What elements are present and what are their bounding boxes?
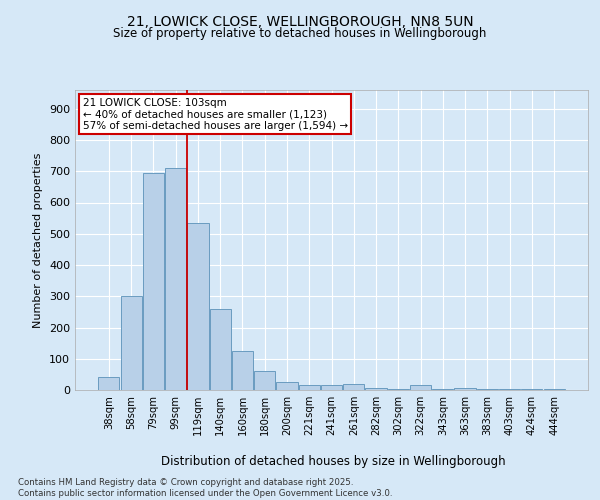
Text: Size of property relative to detached houses in Wellingborough: Size of property relative to detached ho… xyxy=(113,28,487,40)
Bar xyxy=(254,371,275,390)
Text: 21 LOWICK CLOSE: 103sqm
← 40% of detached houses are smaller (1,123)
57% of semi: 21 LOWICK CLOSE: 103sqm ← 40% of detache… xyxy=(83,98,348,130)
Bar xyxy=(521,389,542,390)
Bar xyxy=(477,389,498,390)
Bar xyxy=(165,168,186,390)
Bar xyxy=(209,308,231,390)
Bar xyxy=(365,388,386,390)
Text: Distribution of detached houses by size in Wellingborough: Distribution of detached houses by size … xyxy=(161,454,505,468)
Bar xyxy=(388,389,409,390)
Text: Contains HM Land Registry data © Crown copyright and database right 2025.
Contai: Contains HM Land Registry data © Crown c… xyxy=(18,478,392,498)
Bar xyxy=(299,386,320,390)
Bar xyxy=(432,389,454,390)
Bar xyxy=(143,173,164,390)
Bar xyxy=(232,351,253,390)
Bar xyxy=(499,389,520,390)
Bar xyxy=(410,386,431,390)
Bar xyxy=(121,296,142,390)
Bar xyxy=(98,377,119,390)
Bar xyxy=(187,223,209,390)
Y-axis label: Number of detached properties: Number of detached properties xyxy=(34,152,43,328)
Text: 21, LOWICK CLOSE, WELLINGBOROUGH, NN8 5UN: 21, LOWICK CLOSE, WELLINGBOROUGH, NN8 5U… xyxy=(127,15,473,29)
Bar xyxy=(277,382,298,390)
Bar xyxy=(321,386,342,390)
Bar xyxy=(343,384,364,390)
Bar xyxy=(454,388,476,390)
